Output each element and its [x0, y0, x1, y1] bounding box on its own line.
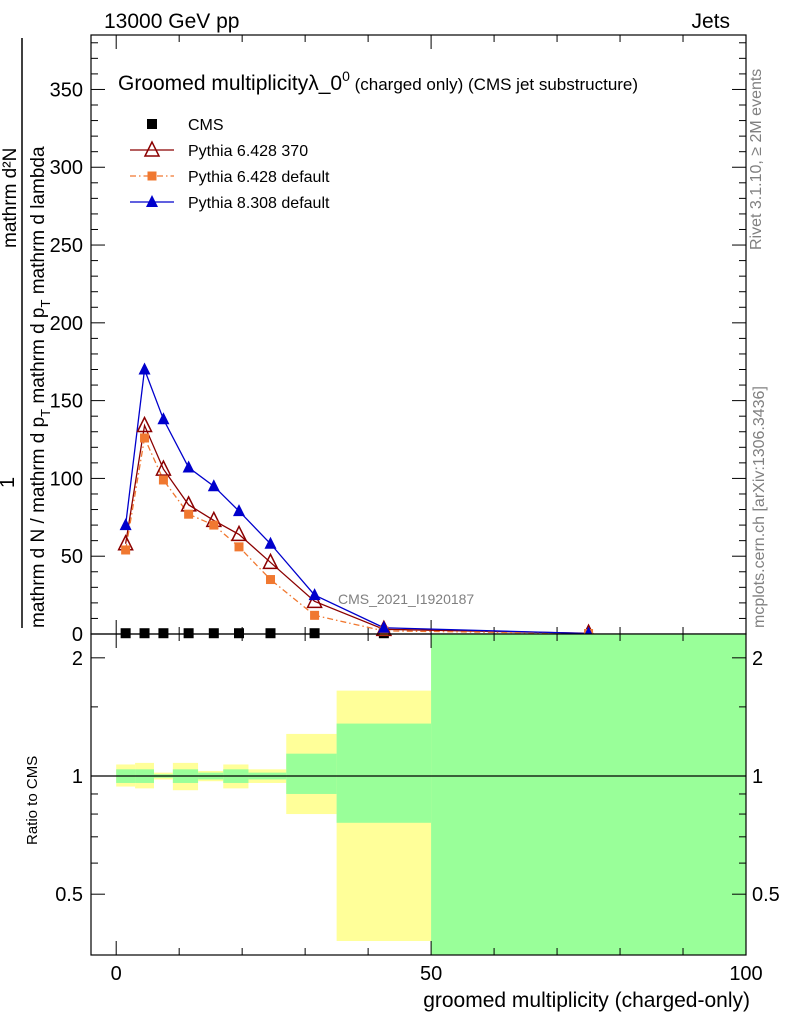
data-point-series-2-3 — [184, 509, 194, 519]
data-point-series-2-6 — [265, 575, 275, 585]
x-axis-label: groomed multiplicity (charged-only) — [423, 989, 750, 1012]
y-tick-label-0: 0 — [72, 624, 83, 646]
main-plot-panel: 0 50 100 150 200 250 300 350 CMS Pythia 6.428 370… — [50, 34, 747, 646]
rivet-version-label: Rivet 3.1.10, ≥ 2M events — [748, 69, 765, 250]
y-axis-label-sub: T — [38, 409, 53, 417]
plot-title-symbol: λ_0 — [308, 72, 342, 95]
y-axis-label-one: 1 — [0, 477, 19, 488]
data-point-series-0-2 — [158, 628, 169, 639]
legend-label-1: Pythia 6.428 370 — [188, 143, 308, 160]
plot-title-sup: 0 — [342, 68, 350, 84]
data-point-series-2-4 — [209, 520, 219, 530]
y-tick-label-5: 250 — [50, 235, 83, 257]
legend-label-3: Pythia 8.308 default — [188, 195, 330, 212]
data-point-series-3-6 — [264, 536, 277, 549]
y-tick-label-2: 100 — [50, 468, 83, 490]
ratio-y-axis-label: Ratio to CMS — [24, 756, 41, 845]
data-point-series-2-1 — [140, 433, 150, 443]
data-point-series-3-3 — [182, 460, 195, 473]
data-point-series-2-5 — [234, 542, 244, 552]
data-point-series-3-7 — [308, 588, 321, 601]
analysis-watermark: CMS_2021_I1920187 — [338, 591, 474, 607]
ratio-plot-frame — [90, 633, 747, 956]
ratio-y-tick-label-right-1: 1 — [752, 766, 763, 788]
ratio-y-tick-label-left-0: 0.5 — [55, 884, 83, 906]
header-energy-label: 13000 GeV pp — [104, 10, 239, 33]
y-axis-label-sub2: T — [38, 300, 53, 308]
data-point-series-0-4 — [208, 628, 219, 639]
ratio-plot-panel: 0 50 100 0.5 0.5 1 1 2 2 — [55, 633, 780, 985]
data-point-series-0-3 — [183, 628, 194, 639]
data-point-series-1-5 — [230, 524, 248, 542]
ratio-band-green-9 — [431, 634, 746, 955]
data-point-series-3-2 — [157, 412, 170, 425]
y-tick-label-6: 300 — [50, 157, 83, 179]
x-tick-label-1: 50 — [420, 963, 442, 985]
y-axis-label-tail: mathrm d lambda — [28, 146, 49, 300]
series-line-1 — [124, 423, 589, 634]
ratio-y-tick-label-left-1: 1 — [72, 766, 83, 788]
ratio-y-tick-label-left-2: 2 — [72, 648, 83, 670]
series-line-2 — [124, 435, 589, 635]
legend-marker-3 — [146, 195, 158, 207]
legend-label-0: CMS — [188, 117, 224, 134]
ratio-y-tick-label-right-2: 2 — [752, 648, 763, 670]
series-line-3 — [124, 369, 589, 635]
data-point-series-2-2 — [158, 475, 168, 485]
data-point-series-3-5 — [233, 504, 246, 517]
data-point-series-1-7 — [306, 591, 323, 609]
y-axis-label-main2: mathrm d p — [28, 308, 49, 409]
ratio-band-green-8 — [336, 723, 432, 823]
data-point-series-0-1 — [139, 628, 150, 639]
data-point-series-0-6 — [265, 628, 276, 639]
y-tick-label-1: 50 — [61, 546, 83, 568]
data-point-series-3-4 — [207, 479, 220, 492]
data-point-series-1-2 — [155, 459, 172, 476]
data-point-series-3-0 — [119, 518, 132, 531]
mcplots-label: mcplots.cern.ch [arXiv:1306.3436] — [751, 386, 768, 628]
legend-marker-2 — [147, 171, 157, 181]
legend-marker-1 — [143, 140, 161, 157]
y-tick-label-7: 350 — [50, 79, 83, 101]
x-tick-label-2: 100 — [729, 963, 762, 985]
data-point-series-2-0 — [121, 545, 131, 555]
y-tick-label-3: 150 — [50, 391, 83, 413]
data-point-series-0-7 — [309, 628, 320, 639]
y-axis-label: 1 mathrm d²N mathrm d N / mathrm d pT ma… — [0, 38, 53, 628]
x-tick-label-0: 0 — [111, 963, 122, 985]
data-point-series-3-8 — [377, 620, 390, 633]
y-axis-label-denominator: mathrm d N / mathrm d pT mathrm d pT mat… — [28, 146, 53, 628]
header-jets-label: Jets — [691, 10, 730, 33]
y-tick-label-4: 200 — [50, 313, 83, 335]
data-point-series-0-0 — [120, 628, 131, 639]
ratio-y-tick-label-right-0: 0.5 — [752, 884, 780, 906]
data-point-series-3-1 — [138, 362, 151, 375]
data-point-series-1-1 — [136, 415, 153, 433]
y-axis-label-main: mathrm d N / mathrm d p — [28, 417, 49, 628]
data-point-series-0-5 — [234, 628, 245, 639]
plot-title-suffix: (charged only) (CMS jet substructure) — [350, 75, 638, 94]
ratio-band-green-7 — [286, 753, 337, 794]
data-point-series-1-6 — [262, 552, 279, 570]
plot-title-main: Groomed multiplicity — [118, 72, 309, 95]
plot-title: Groomed multiplicityλ_00 (charged only) … — [118, 68, 638, 95]
y-axis-label-numerator: mathrm d²N — [0, 148, 21, 248]
data-point-series-2-7 — [310, 610, 320, 620]
legend-marker-0 — [147, 119, 157, 129]
legend-label-2: Pythia 6.428 default — [188, 169, 330, 186]
